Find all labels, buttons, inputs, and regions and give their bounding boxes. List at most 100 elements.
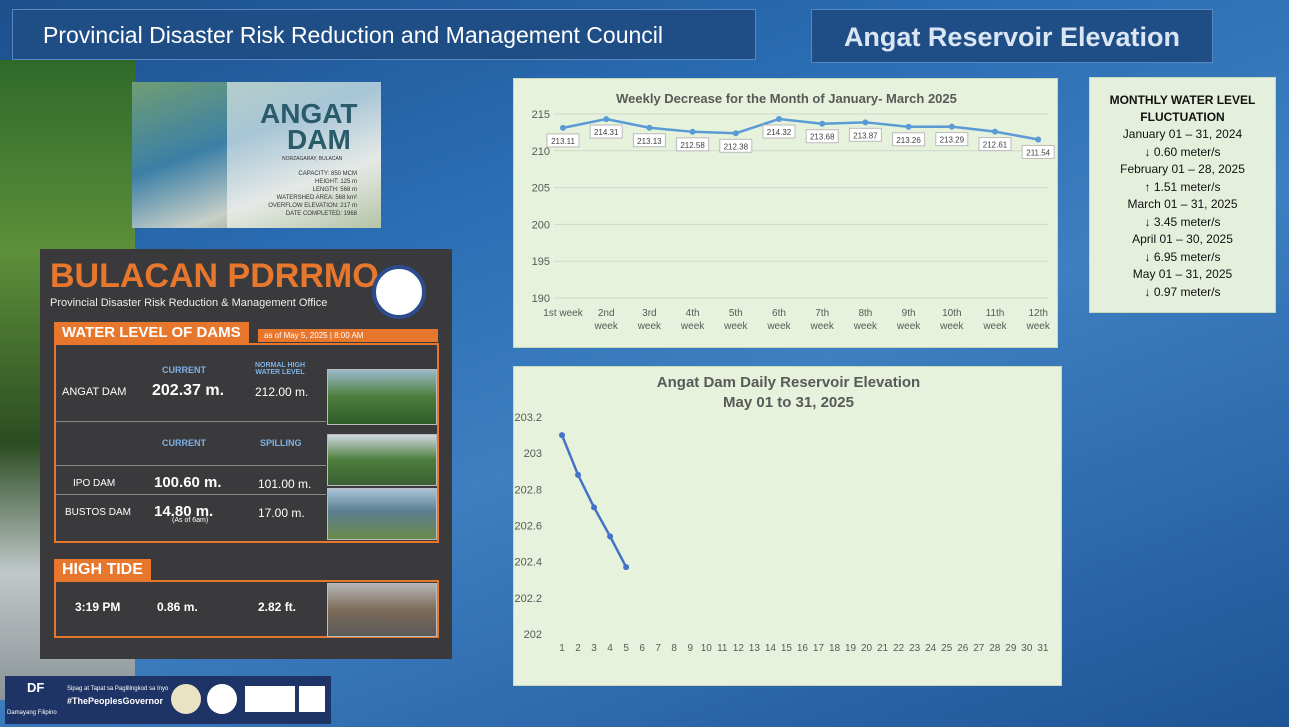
tide-value: 2.82 ft. [258, 600, 297, 614]
x-tick-label: 4 [607, 643, 613, 654]
x-tick-label: 1st week [543, 308, 583, 319]
x-tick-label: 12th week [1026, 308, 1050, 332]
dam-level: 101.00 m. [258, 477, 312, 491]
line [562, 117, 1039, 141]
data-label: 213.11 [551, 137, 575, 146]
x-tick-label: 21 [877, 643, 889, 654]
separator [56, 494, 326, 495]
council-header: Provincial Disaster Risk Reduction and M… [12, 9, 756, 60]
chart: Angat Dam Daily Reservoir Elevation May 0… [514, 374, 1049, 654]
y-tick-label: 205 [532, 183, 550, 195]
fluctuation-box: MONTHLY WATER LEVEL FLUCTUATION January … [1089, 77, 1276, 313]
dam-name: ANGAT [260, 98, 358, 129]
title-header: Angat Reservoir Elevation [811, 9, 1213, 63]
separator [56, 465, 326, 466]
y-tick-label: 215 [532, 109, 550, 121]
chart-panel: Weekly Decrease for the Month of January… [513, 78, 1058, 348]
dam-label: IPO DAM [73, 478, 116, 489]
x-tick-label: 26 [957, 643, 969, 654]
chart: Weekly Decrease for the Month of January… [532, 91, 1055, 305]
chart-title: Weekly Decrease for the Month of January… [616, 91, 957, 106]
x-tick-label: 6 [639, 643, 645, 654]
y-tick-label: 200 [532, 219, 550, 231]
seal [207, 684, 237, 714]
x-tick-label: 8th week [853, 308, 878, 332]
y-tick-label: 190 [532, 293, 550, 305]
x-tick-label: 28 [989, 643, 1001, 654]
separator [56, 421, 326, 422]
marker [992, 128, 998, 135]
x-tick-label: 30 [1021, 643, 1033, 654]
x-tick-label: 23 [909, 643, 921, 654]
fluctuation-title: MONTHLY WATER LEVEL FLUCTUATION [1109, 93, 1256, 124]
period: March 01 – 31, 2025 [1127, 197, 1238, 211]
data-label-box [762, 124, 796, 139]
data-label: 212.58 [680, 141, 705, 150]
x-tick-label: 20 [861, 643, 873, 654]
x-tick-label: 31 [1037, 643, 1049, 654]
dam-label: ANGAT DAM [62, 386, 127, 398]
period: February 01 – 28, 2025 [1120, 162, 1245, 176]
dam-card: ANGAT DAM NORZAGARAY, BULACAN CAPACITY: … [132, 82, 381, 228]
spec: LENGTH: 568 m [312, 187, 357, 193]
data-label: 213.26 [896, 136, 921, 145]
data-label: 211.54 [1026, 148, 1050, 157]
chart-title: Angat Dam Daily Reservoir Elevation [657, 374, 920, 391]
x-tick-label: 25 [941, 643, 953, 654]
x-tick-label: 11 [717, 643, 728, 654]
change: ↓ 6.95 meter/s [1144, 249, 1221, 264]
data-label-box [1021, 144, 1055, 159]
x-tick-label: 1 [559, 643, 565, 654]
x-tick-label: 7th week [810, 308, 834, 332]
data-label-box [632, 133, 666, 148]
footer-motto: Sipag at Tapat sa Paglilingkod sa Inyo [67, 686, 169, 692]
y-tick-label: 202.8 [514, 484, 542, 496]
photo [327, 369, 437, 425]
data-label: 212.61 [983, 141, 1008, 150]
x-tick-label: 27 [973, 643, 985, 654]
data-label-box [589, 124, 623, 139]
x-tick-label: 3rd week [637, 308, 662, 332]
data-label-box [935, 132, 969, 147]
marker [575, 471, 582, 478]
marker [819, 120, 826, 127]
spec: OVERFLOW ELEVATION: 217 m [268, 203, 357, 209]
spec: WATERSHED AREA: 568 km² [276, 195, 357, 201]
data-label-box [848, 127, 882, 142]
marker [623, 564, 630, 571]
x-tick-label: 9 [687, 643, 693, 654]
tide-value: 0.86 m. [157, 600, 198, 614]
col-header: CURRENT [162, 365, 206, 375]
dam-card-panel [227, 82, 381, 228]
office: Provincial Disaster Risk Reduction & Man… [50, 297, 328, 309]
dam-current: 202.37 m. [152, 382, 225, 399]
x-tick-label: 16 [797, 643, 809, 654]
photo [327, 434, 437, 486]
x-tick-label: 6th week [767, 308, 791, 332]
x-tick-label: 29 [1005, 643, 1017, 654]
dam-name: DAM [287, 124, 351, 155]
change: ↓ 0.97 meter/s [1144, 284, 1221, 299]
x-tick-label: 8 [671, 643, 677, 654]
data-label: 213.13 [637, 137, 662, 146]
x-tick-label: 12 [733, 643, 745, 654]
data-label: 213.29 [940, 136, 965, 145]
photo [327, 488, 437, 540]
x-tick-label: 19 [845, 643, 857, 654]
y-tick-label: 203 [524, 448, 542, 460]
footer-logo: DF [27, 680, 45, 695]
marker [646, 124, 653, 131]
x-tick-label: 14 [765, 643, 777, 654]
marker [862, 119, 869, 126]
dam-label: BUSTOS DAM [65, 507, 131, 518]
data-label-box [978, 137, 1012, 152]
x-tick-label: 22 [893, 643, 905, 654]
line [560, 434, 628, 568]
period: January 01 – 31, 2024 [1122, 127, 1243, 141]
data-label: 213.68 [810, 133, 835, 142]
chart-panel: Angat Dam Daily Reservoir Elevation May 0… [513, 366, 1062, 686]
as-of: as of May 5, 2025 | 8:00 AM [258, 329, 438, 342]
x-tick-label: 15 [781, 643, 793, 654]
dam-current: 100.60 m. [154, 474, 222, 491]
